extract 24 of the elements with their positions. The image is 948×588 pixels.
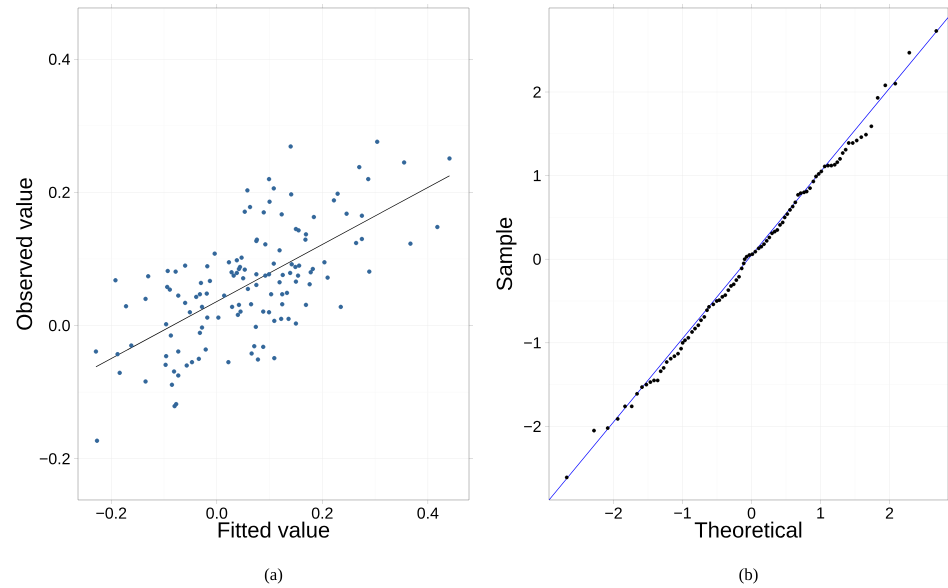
x-tick-label: 0.0 <box>206 508 228 519</box>
x-tick-label: −0.2 <box>96 508 126 519</box>
y-tick-label: −1 <box>524 337 541 348</box>
x-tick-label: 2 <box>886 508 894 519</box>
x-axis-title: Fitted value <box>218 522 330 538</box>
y-tick-label: 0.2 <box>48 186 70 198</box>
y-tick-label: −0.2 <box>40 453 70 464</box>
text: (b) <box>739 568 758 584</box>
y-tick-label: 0.4 <box>48 54 70 65</box>
y-tick-label: 0 <box>533 254 541 265</box>
x-tick-label: 0 <box>748 508 756 519</box>
x-tick-label: 0.2 <box>312 508 333 519</box>
y-axis-title: Observed value <box>16 178 32 330</box>
x-tick-label: 0.4 <box>417 508 438 519</box>
y-tick-label: −2 <box>524 420 541 432</box>
x-tick-label: −2 <box>605 508 622 519</box>
x-tick-label: 1 <box>817 508 824 518</box>
text: (a) <box>264 568 282 584</box>
y-tick-label: 1 <box>534 170 541 182</box>
y-axis-title: Sample <box>496 218 516 290</box>
y-tick-label: 0.0 <box>48 320 70 332</box>
y-tick-label: 2 <box>533 86 541 98</box>
x-axis-title: Theoretical <box>694 522 802 538</box>
x-tick-label: −1 <box>674 508 691 518</box>
